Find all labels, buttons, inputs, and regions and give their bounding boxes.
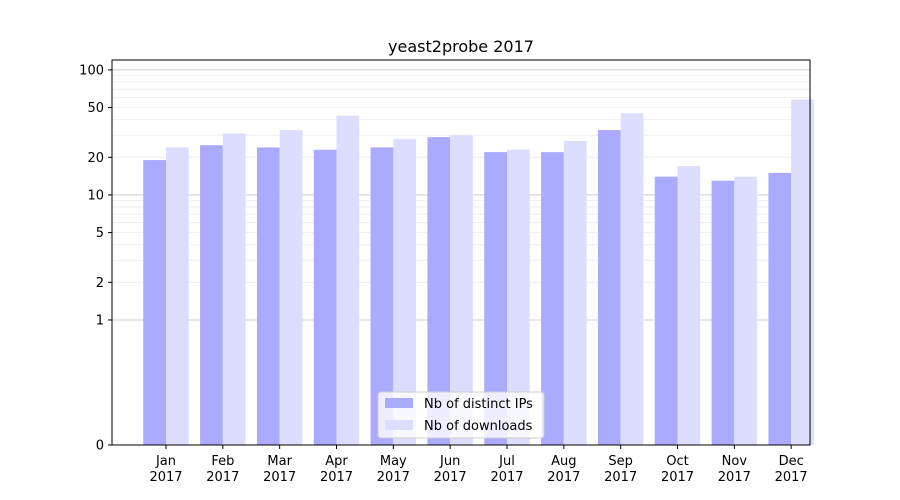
x-tick-label-month: Apr — [325, 454, 348, 469]
y-tick-label: 2 — [96, 276, 104, 291]
bar-downloads — [393, 139, 417, 445]
y-tick-label: 50 — [87, 101, 104, 116]
x-tick-label-month: Feb — [211, 454, 234, 469]
legend-swatch-downloads — [385, 420, 413, 430]
x-tick-label-year: 2017 — [206, 470, 239, 485]
legend: Nb of distinct IPs Nb of downloads — [377, 391, 545, 439]
bar-downloads — [279, 130, 303, 445]
bar-distinct-ips — [370, 147, 394, 446]
x-tick-label-year: 2017 — [490, 470, 523, 485]
bar-downloads — [222, 133, 246, 445]
x-tick-label-year: 2017 — [604, 470, 637, 485]
y-tick-label: 5 — [96, 226, 104, 241]
x-tick-label-year: 2017 — [149, 470, 182, 485]
bar-downloads — [791, 99, 814, 446]
x-tick-label-month: Jul — [498, 454, 515, 469]
y-tick-label: 100 — [79, 63, 104, 78]
x-tick-label-year: 2017 — [434, 470, 467, 485]
x-tick-label-year: 2017 — [661, 470, 694, 485]
x-tick-label-year: 2017 — [263, 470, 296, 485]
bar-downloads — [734, 176, 758, 445]
bar-distinct-ips — [654, 176, 678, 445]
bar-downloads — [507, 149, 530, 446]
bar-distinct-ips — [541, 152, 564, 445]
bar-downloads — [563, 140, 587, 445]
chart-title: yeast2probe 2017 — [388, 37, 534, 56]
x-tick-label-month: Jun — [439, 454, 460, 469]
legend-frame — [377, 391, 545, 439]
legend-swatch-ips — [385, 398, 413, 408]
bar-distinct-ips — [256, 147, 280, 446]
bar-distinct-ips — [200, 145, 223, 445]
x-tick-label-year: 2017 — [547, 470, 580, 485]
bar-downloads — [450, 135, 473, 445]
y-tick-label: 1 — [96, 313, 104, 328]
bar-distinct-ips — [597, 130, 621, 445]
legend-label-ips: Nb of distinct IPs — [424, 397, 533, 412]
bar-distinct-ips — [711, 180, 735, 445]
bar-distinct-ips — [143, 160, 166, 445]
bar-distinct-ips — [768, 172, 792, 445]
bar-downloads — [336, 115, 360, 445]
x-tick-label-month: Dec — [779, 454, 804, 469]
x-axis: Jan2017Feb2017Mar2017Apr2017May2017Jun20… — [149, 445, 808, 485]
x-tick-label-month: May — [380, 454, 407, 469]
y-tick-label: 0 — [96, 439, 104, 454]
y-tick-label: 10 — [87, 188, 104, 203]
x-tick-label-year: 2017 — [377, 470, 410, 485]
bar-distinct-ips — [313, 149, 337, 446]
bar-downloads — [166, 147, 189, 446]
y-axis: 0 1 2 5 10 20 50 100 — [79, 63, 112, 454]
bar-downloads — [620, 113, 644, 445]
plot-frame — [111, 59, 811, 446]
legend-label-downloads: Nb of downloads — [424, 419, 533, 434]
x-tick-label-month: Oct — [666, 454, 688, 469]
x-tick-label-year: 2017 — [775, 470, 808, 485]
bar-distinct-ips — [427, 137, 451, 445]
x-tick-label-month: Nov — [722, 454, 748, 469]
bar-downloads — [677, 166, 701, 445]
x-tick-label-month: Aug — [551, 454, 576, 469]
bars-layer — [143, 99, 814, 446]
x-tick-label-year: 2017 — [718, 470, 751, 485]
x-tick-label-month: Jan — [155, 454, 176, 469]
bar-distinct-ips — [484, 152, 507, 445]
x-tick-label-month: Mar — [267, 454, 292, 469]
x-tick-label-month: Sep — [608, 454, 633, 469]
y-tick-label: 20 — [87, 151, 104, 166]
x-tick-label-year: 2017 — [320, 470, 353, 485]
